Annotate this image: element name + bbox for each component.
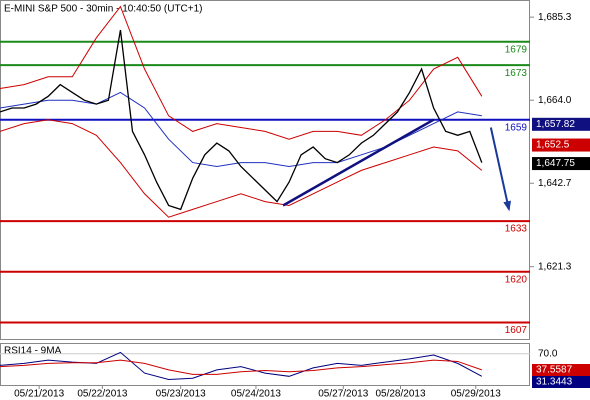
level-label: 1673 <box>505 68 528 79</box>
price-label-box <box>532 117 590 131</box>
level-label: 1607 <box>505 325 528 336</box>
rsi-label-box <box>532 364 590 376</box>
y-tick-label: 1,685.3 <box>538 12 572 23</box>
level-label: 1659 <box>505 122 528 133</box>
rsi-panel <box>0 343 530 386</box>
arrow-head <box>503 200 511 212</box>
y-tick-label: 1,664.0 <box>538 95 572 106</box>
price-label-box <box>532 138 590 152</box>
y-tick-label: 1,642.7 <box>538 178 572 189</box>
price-label-box <box>532 157 590 171</box>
chart-title: E-MINI S&P 500 - 30min - 10:40:50 (UTC+1… <box>4 4 203 15</box>
price-label: 1,657.82 <box>536 119 575 130</box>
x-tick-label: 05/23/2013 <box>156 389 206 400</box>
x-tick-label: 05/29/2013 <box>451 389 501 400</box>
x-tick-label: 05/21/2013 <box>14 389 64 400</box>
rsi-label: 37.5587 <box>536 365 573 376</box>
x-tick-label: 05/24/2013 <box>231 389 281 400</box>
price-label: 1,647.75 <box>536 158 575 169</box>
trendline <box>282 118 435 207</box>
price-panel <box>0 0 530 340</box>
y-tick-label: 1,621.3 <box>538 261 572 272</box>
price-line <box>0 29 483 211</box>
x-tick-label: 05/28/2013 <box>375 389 425 400</box>
rsi-label: 31.3443 <box>536 377 573 388</box>
price-label: 1,652.5 <box>536 140 570 151</box>
rsi-title: RSI14 - 9MA <box>4 346 62 357</box>
level-label: 1633 <box>505 224 528 235</box>
level-label: 1679 <box>505 44 528 55</box>
rsi-tick-label: 70.0 <box>538 348 558 359</box>
level-label: 1620 <box>505 274 528 285</box>
x-tick-label: 05/22/2013 <box>77 389 127 400</box>
x-tick-label: 05/27/2013 <box>318 389 368 400</box>
rsi-line <box>0 359 482 375</box>
arrow <box>489 127 510 210</box>
band-line <box>0 119 483 218</box>
band-line <box>0 5 483 140</box>
rsi-label-box <box>532 376 590 388</box>
